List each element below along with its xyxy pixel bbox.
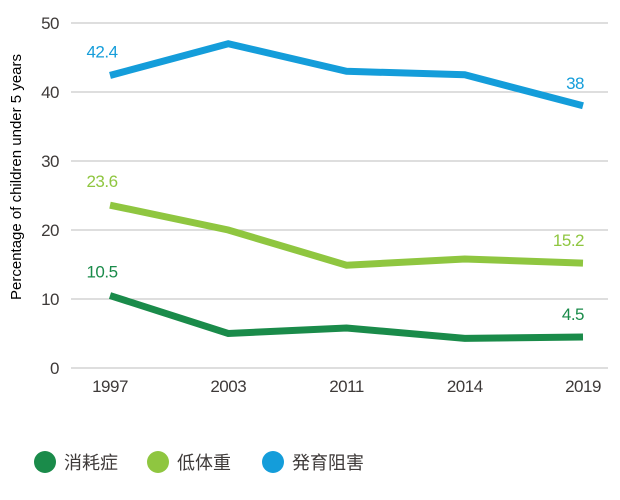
- stunting-line: [109, 40, 584, 110]
- x-tick-label-2014: 2014: [447, 377, 483, 396]
- underweight-legend-dot: [147, 451, 169, 473]
- stunting-legend-dot: [262, 451, 284, 473]
- gridlines: [71, 22, 608, 369]
- underweight-line: [109, 201, 584, 269]
- y-tick-label-20: 20: [41, 221, 59, 240]
- y-tick-label-0: 0: [50, 359, 59, 378]
- wasting-line: [108, 292, 584, 342]
- y-tick-label-40: 40: [41, 83, 59, 102]
- y-axis-title: Percentage of children under 5 years: [8, 54, 25, 300]
- wasting-legend-label: 消耗症: [64, 453, 118, 473]
- wasting-legend-dot: [34, 451, 56, 473]
- x-tick-label-1997: 1997: [92, 377, 128, 396]
- series-lines: [108, 40, 584, 342]
- underweight-legend-label: 低体重: [177, 453, 231, 473]
- y-tick-label-10: 10: [41, 290, 59, 309]
- underweight-last-value-label: 15.2: [553, 231, 584, 250]
- legend-item-wasting: 消耗症: [34, 451, 118, 473]
- y-axis-tick-labels: 0 10 20 30 40 50: [41, 14, 59, 378]
- legend-item-underweight: 低体重: [147, 451, 231, 473]
- x-tick-label-2011: 2011: [329, 377, 364, 396]
- point-value-labels: 10.5 4.5 23.6 15.2 42.4 38: [86, 42, 584, 324]
- wasting-last-value-label: 4.5: [562, 305, 584, 324]
- legend-item-stunting: 発育阻害: [262, 451, 364, 473]
- stunting-last-value-label: 38: [566, 74, 584, 93]
- legend: 消耗症 低体重 発育阻害: [34, 451, 364, 473]
- x-tick-label-2003: 2003: [210, 377, 246, 396]
- wasting-first-value-label: 10.5: [86, 263, 117, 282]
- underweight-first-value-label: 23.6: [86, 172, 117, 191]
- stunting-first-value-label: 42.4: [86, 42, 117, 61]
- y-tick-label-30: 30: [41, 152, 59, 171]
- x-tick-label-2019: 2019: [565, 377, 601, 396]
- y-tick-label-50: 50: [41, 14, 59, 33]
- x-axis-tick-labels: 1997 2003 2011 2014 2019: [92, 377, 601, 396]
- stunting-legend-label: 発育阻害: [292, 453, 364, 473]
